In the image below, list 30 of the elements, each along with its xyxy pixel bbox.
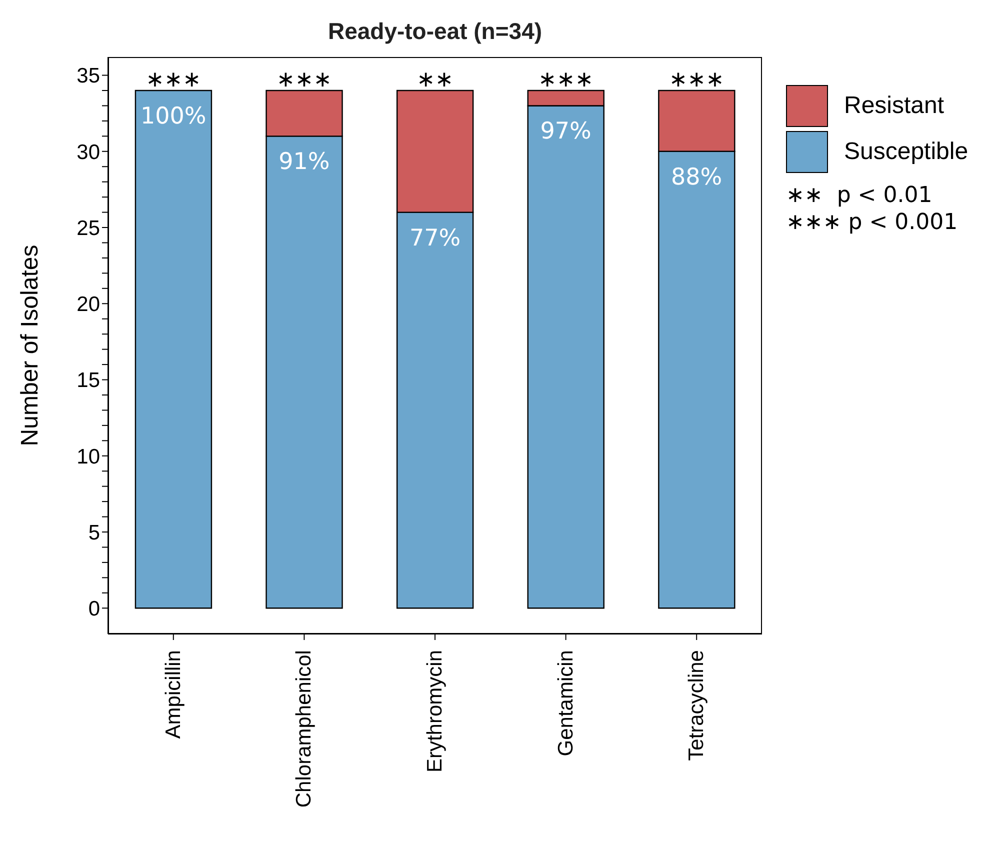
x-tick-label: Tetracycline: [685, 650, 708, 761]
legend-label: Susceptible: [844, 138, 968, 166]
y-tick-label: 0: [88, 598, 100, 621]
chart-title: Ready-to-eat (n=34): [326, 18, 544, 45]
y-tick-label: 5: [88, 521, 100, 544]
x-tick-label: Erythromycin: [424, 650, 446, 773]
y-tick-label: 20: [76, 293, 100, 316]
annotation: ∗∗∗: [668, 67, 724, 92]
y-tick-label: 10: [76, 445, 100, 468]
annotation: 77%: [409, 225, 461, 252]
y-tick-label: 35: [76, 64, 100, 88]
text: ∗∗ p < 0.01: [786, 183, 934, 208]
annotation: ∗∗∗: [146, 67, 202, 92]
annotation: 88%: [671, 164, 722, 190]
bar: [134, 90, 212, 609]
annotation: 100%: [140, 103, 206, 130]
y-tick-label: 25: [76, 216, 100, 240]
annotation: ∗∗: [416, 67, 454, 92]
y-axis-title: Number of Isolates: [16, 244, 44, 446]
annotation: 91%: [278, 149, 330, 176]
x-tick-label: Ampicillin: [162, 650, 185, 739]
x-tick-label: Chloramphenicol: [292, 650, 316, 808]
y-tick-label: 15: [76, 369, 100, 392]
annotation: ∗∗∗: [276, 67, 332, 92]
annotation: ∗∗∗: [538, 67, 594, 92]
y-tick-label: 30: [76, 140, 100, 164]
legend-label: Resistant: [844, 92, 944, 120]
annotation: 97%: [540, 118, 592, 145]
text: ∗∗∗ p < 0.001: [786, 210, 959, 235]
x-tick-label: Gentamicin: [554, 650, 578, 756]
